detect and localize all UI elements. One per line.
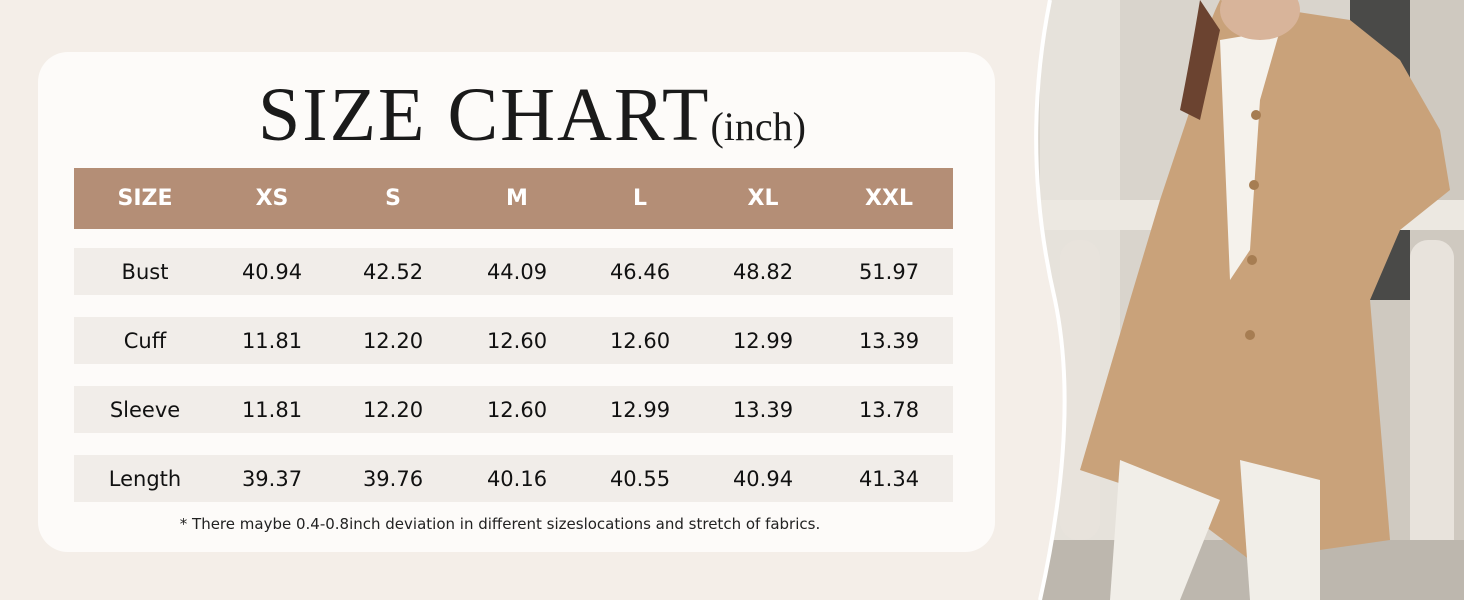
table-cell: 39.76 bbox=[362, 466, 424, 491]
title-unit: (inch) bbox=[710, 104, 806, 149]
column-header-m: M bbox=[506, 186, 528, 211]
table-cell: 44.09 bbox=[486, 259, 548, 284]
table-cell: 51.97 bbox=[858, 259, 920, 284]
table-cell: 40.94 bbox=[732, 466, 794, 491]
table-cell: 11.81 bbox=[241, 397, 303, 422]
table-cell: 40.94 bbox=[241, 259, 303, 284]
column-header-xxl: XXL bbox=[865, 186, 913, 211]
table-cell: 41.34 bbox=[858, 466, 920, 491]
footnote: * There maybe 0.4-0.8inch deviation in d… bbox=[179, 515, 821, 533]
table-header: SIZE XS S M L XL XXL bbox=[74, 168, 953, 229]
table-cell: 48.82 bbox=[732, 259, 794, 284]
row-label: Bust bbox=[121, 259, 169, 284]
table-row: Sleeve 11.81 12.20 12.60 12.99 13.39 13.78 bbox=[74, 386, 953, 433]
column-header-size: SIZE bbox=[117, 186, 173, 211]
table-cell: 40.55 bbox=[609, 466, 671, 491]
column-header-l: L bbox=[632, 186, 648, 211]
table-cell: 13.78 bbox=[858, 397, 920, 422]
table-cell: 39.37 bbox=[241, 466, 303, 491]
table-cell: 13.39 bbox=[858, 328, 920, 353]
table-cell: 12.20 bbox=[362, 397, 424, 422]
table-cell: 12.99 bbox=[609, 397, 671, 422]
model-photo bbox=[1020, 0, 1464, 600]
table-cell: 42.52 bbox=[362, 259, 424, 284]
page-title: SIZE CHART(inch) bbox=[0, 72, 1064, 159]
table-row: Bust 40.94 42.52 44.09 46.46 48.82 51.97 bbox=[74, 248, 953, 295]
row-label: Length bbox=[108, 466, 182, 491]
table-cell: 46.46 bbox=[609, 259, 671, 284]
column-header-xs: XS bbox=[255, 186, 289, 211]
table-row: Cuff 11.81 12.20 12.60 12.60 12.99 13.39 bbox=[74, 317, 953, 364]
table-cell: 12.60 bbox=[609, 328, 671, 353]
row-label: Sleeve bbox=[109, 397, 181, 422]
column-header-s: S bbox=[385, 186, 401, 211]
table-cell: 12.99 bbox=[732, 328, 794, 353]
table-cell: 13.39 bbox=[732, 397, 794, 422]
column-header-xl: XL bbox=[747, 186, 779, 211]
title-main: SIZE CHART bbox=[258, 73, 711, 157]
row-label: Cuff bbox=[123, 328, 167, 353]
table-cell: 12.20 bbox=[362, 328, 424, 353]
table-cell: 40.16 bbox=[486, 466, 548, 491]
table-cell: 12.60 bbox=[486, 397, 548, 422]
table-row: Length 39.37 39.76 40.16 40.55 40.94 41.34 bbox=[74, 455, 953, 502]
table-cell: 12.60 bbox=[486, 328, 548, 353]
table-cell: 11.81 bbox=[241, 328, 303, 353]
